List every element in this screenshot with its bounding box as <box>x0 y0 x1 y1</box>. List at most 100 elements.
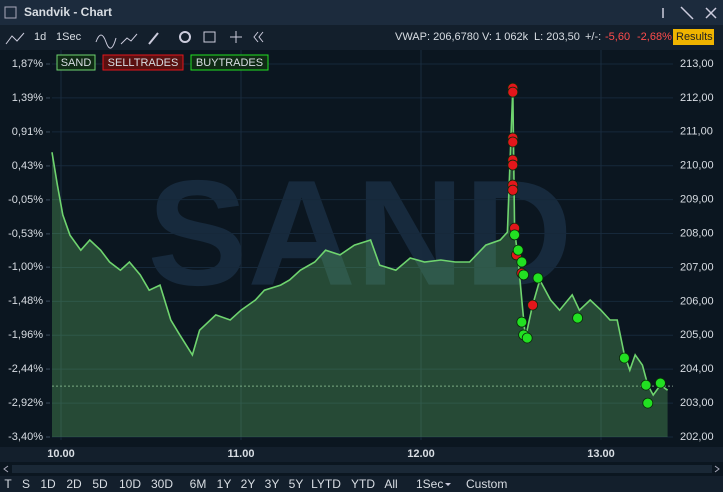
y2-tick-label: -2,92% <box>8 397 43 409</box>
change-label: +/-: <box>585 31 601 43</box>
y-tick-label: 209,00 <box>680 194 714 206</box>
scroll-thumb[interactable] <box>12 465 712 473</box>
y-tick-label: 213,00 <box>680 58 714 70</box>
toolbar <box>0 25 723 50</box>
range-button[interactable]: T <box>4 477 12 491</box>
resolution[interactable]: 1Sec <box>56 31 82 43</box>
range-button[interactable]: LYTD <box>311 477 341 491</box>
change: -5,60 <box>605 31 630 43</box>
trade-marker <box>532 272 544 284</box>
y2-tick-label: 1,39% <box>12 92 43 104</box>
range-button[interactable]: 6M <box>190 477 207 491</box>
results-button[interactable] <box>673 29 714 45</box>
title-bar <box>0 0 723 25</box>
x-tick-label: 12.00 <box>407 448 435 460</box>
scroll-arrows[interactable] <box>3 465 720 473</box>
trade-marker <box>516 256 528 268</box>
x-axis-strip <box>0 447 723 462</box>
crosshair-icon[interactable] <box>230 31 242 43</box>
dropdown-arrow[interactable] <box>445 483 451 486</box>
range-button[interactable]: 3Y <box>265 477 280 491</box>
compare-icon[interactable] <box>120 33 138 45</box>
range-button[interactable]: S <box>22 477 30 491</box>
range-button[interactable]: 10D <box>119 477 141 491</box>
trade-marker <box>507 136 519 148</box>
range-button[interactable]: 2D <box>66 477 82 491</box>
collapse-icon[interactable] <box>253 31 264 43</box>
trade-marker <box>507 184 519 196</box>
y2-tick-label: -0,05% <box>8 194 43 206</box>
watermark: SAND <box>147 149 572 317</box>
vwap: VWAP: 206,6780 <box>395 31 479 43</box>
x-tick-label: 11.00 <box>228 448 255 460</box>
custom-range[interactable]: Custom <box>466 477 507 491</box>
range-bar <box>0 476 723 492</box>
y2-tick-label: 1,87% <box>12 58 43 70</box>
layout-icon[interactable] <box>203 31 216 43</box>
y-tick-label: 211,00 <box>680 126 713 138</box>
trade-marker <box>521 332 533 344</box>
trade-marker <box>572 312 583 324</box>
results-label[interactable]: Results <box>676 31 713 43</box>
interval[interactable]: 1d <box>34 31 46 43</box>
trade-marker <box>640 379 652 391</box>
trade-marker <box>655 377 666 389</box>
chart-area <box>0 50 723 447</box>
legend-badge[interactable] <box>56 54 96 71</box>
y-tick-label: 212,00 <box>680 92 714 104</box>
range-button[interactable]: YTD <box>351 477 375 491</box>
window-title: Sandvik - Chart <box>24 5 112 19</box>
y-tick-label: 210,00 <box>680 160 714 172</box>
y2-tick-label: 0,43% <box>12 160 43 172</box>
legend-label[interactable]: SAND <box>61 57 92 69</box>
y-tick-label: 205,00 <box>680 329 714 341</box>
y-tick-label: 203,00 <box>680 397 714 409</box>
y2-tick-label: -1,00% <box>8 261 43 273</box>
y2-tick-label: -1,96% <box>8 329 43 341</box>
legend-badge[interactable] <box>102 54 184 71</box>
trade-marker <box>527 299 538 311</box>
price-line <box>51 88 669 397</box>
range-button[interactable]: 5Y <box>289 477 304 491</box>
window-icon <box>4 6 17 19</box>
legend-badge[interactable] <box>190 54 269 71</box>
resolution-select[interactable]: 1Sec <box>416 477 443 491</box>
change-pct: -2,68% <box>637 31 672 43</box>
y-tick-label: 207,00 <box>680 261 714 273</box>
range-button[interactable]: 1D <box>40 477 56 491</box>
window-controls[interactable] <box>662 6 717 20</box>
y-tick-label: 202,00 <box>680 431 714 443</box>
range-button[interactable]: 1Y <box>217 477 232 491</box>
legend-label[interactable]: BUYTRADES <box>196 57 263 69</box>
range-button[interactable]: All <box>384 477 397 491</box>
x-tick-label: 10.00 <box>47 448 75 460</box>
trade-marker <box>507 159 519 171</box>
y-tick-label: 204,00 <box>680 363 714 375</box>
draw-icon[interactable] <box>148 32 159 45</box>
trade-marker <box>619 352 630 364</box>
range-button[interactable]: 5D <box>92 477 108 491</box>
y-tick-label: 206,00 <box>680 295 714 307</box>
settings-icon[interactable] <box>179 31 191 43</box>
y2-tick-label: -2,44% <box>8 363 43 375</box>
last-price: L: 203,50 <box>534 31 580 43</box>
y-tick-label: 208,00 <box>680 227 714 239</box>
chart-type-icon[interactable] <box>5 32 25 45</box>
y2-tick-label: 0,91% <box>12 126 43 138</box>
volume: V: 1 062k <box>482 31 529 43</box>
trade-marker <box>518 269 529 281</box>
trade-marker <box>509 229 520 241</box>
range-button[interactable]: 2Y <box>241 477 256 491</box>
trade-marker <box>516 316 528 328</box>
x-tick-label: 13.00 <box>587 448 615 460</box>
y2-tick-label: -0,53% <box>8 228 43 240</box>
trade-marker <box>642 397 654 409</box>
y2-tick-label: -3,40% <box>8 431 43 443</box>
trade-marker <box>507 86 519 98</box>
y2-tick-label: -1,48% <box>8 295 43 307</box>
range-button[interactable]: 30D <box>151 477 173 491</box>
trade-marker <box>512 244 524 256</box>
legend-label[interactable]: SELLTRADES <box>108 57 179 69</box>
indicator-icon[interactable] <box>95 34 117 49</box>
